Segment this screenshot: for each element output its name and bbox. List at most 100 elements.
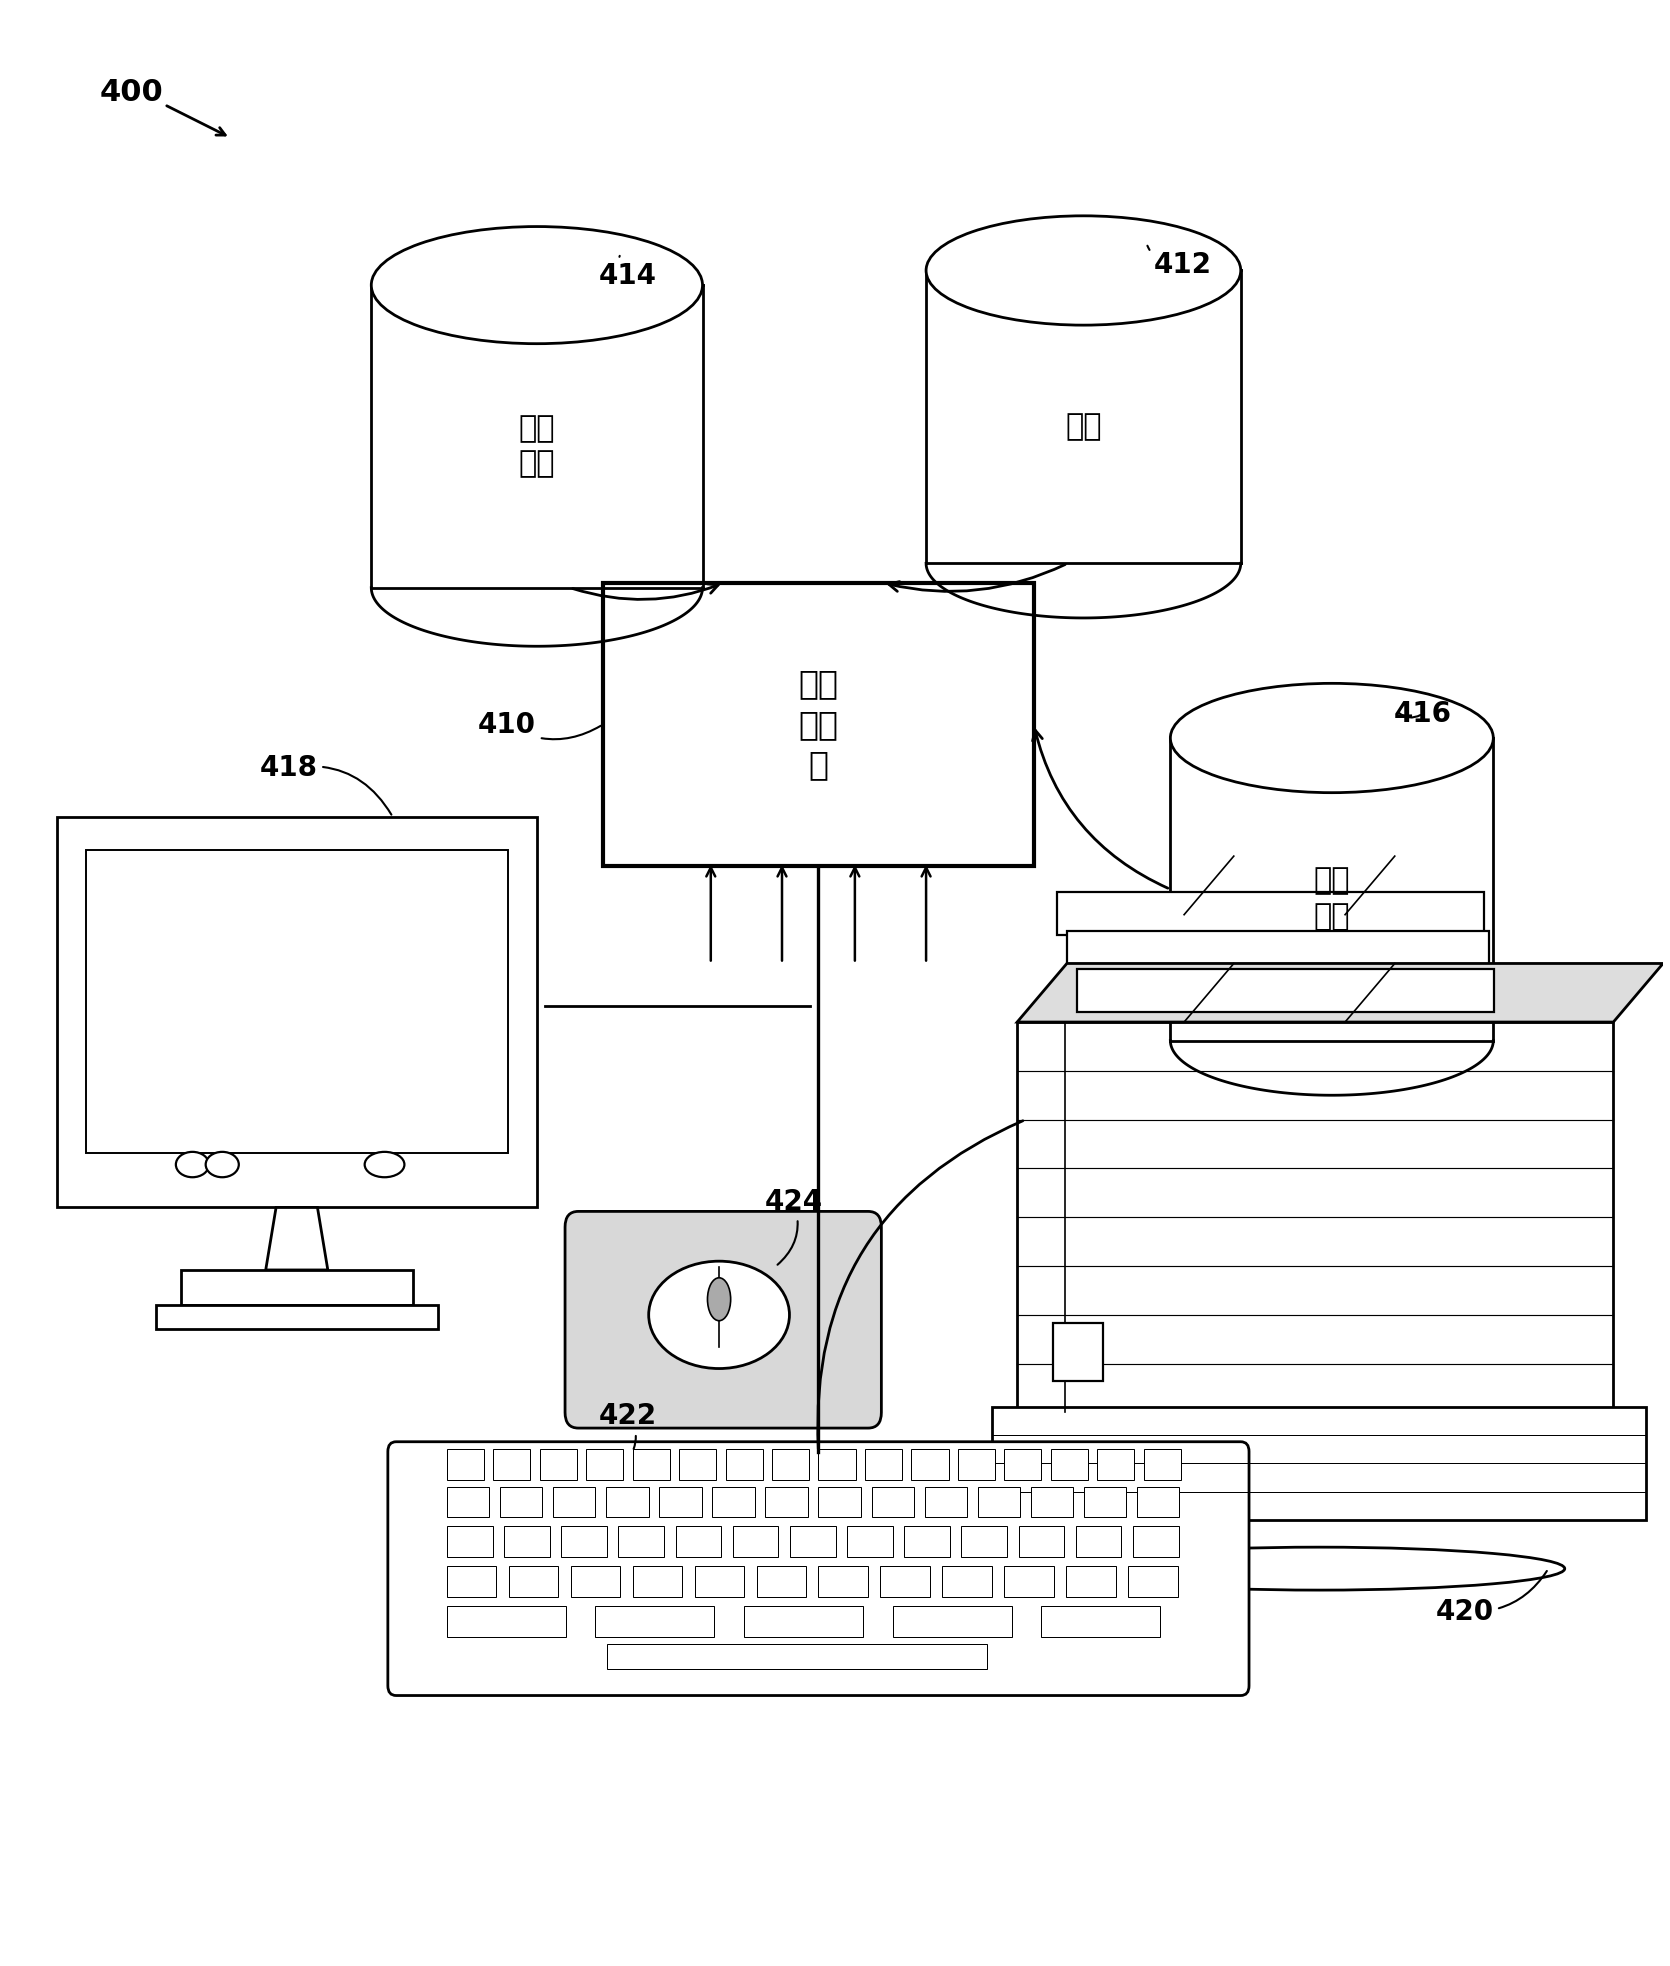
Bar bbox=[596, 1606, 715, 1636]
Bar bbox=[371, 285, 703, 588]
Bar bbox=[818, 1567, 868, 1596]
Bar bbox=[493, 1449, 531, 1480]
Bar bbox=[1097, 1449, 1134, 1480]
Ellipse shape bbox=[1171, 684, 1493, 792]
Ellipse shape bbox=[1074, 1547, 1565, 1590]
Text: 系统
计算
机: 系统 计算 机 bbox=[798, 666, 838, 782]
Ellipse shape bbox=[927, 216, 1241, 324]
Bar bbox=[1042, 1606, 1161, 1636]
Bar bbox=[155, 1305, 438, 1329]
Bar bbox=[1050, 1449, 1087, 1480]
Bar bbox=[1144, 1449, 1181, 1480]
Text: 程序
存储: 程序 存储 bbox=[519, 413, 554, 478]
Text: 420: 420 bbox=[1435, 1571, 1546, 1626]
Bar bbox=[865, 1449, 902, 1480]
Bar bbox=[1067, 930, 1490, 973]
Bar bbox=[903, 1526, 950, 1557]
Bar bbox=[733, 1526, 778, 1557]
Bar bbox=[448, 1606, 566, 1636]
Text: 数据: 数据 bbox=[1065, 413, 1102, 440]
Bar bbox=[680, 1449, 716, 1480]
Text: 418: 418 bbox=[259, 755, 391, 814]
Bar bbox=[1137, 1486, 1179, 1518]
Bar bbox=[992, 1406, 1647, 1520]
Bar bbox=[1004, 1567, 1054, 1596]
Polygon shape bbox=[1017, 963, 1663, 1022]
Bar bbox=[912, 1449, 949, 1480]
Bar bbox=[1132, 1526, 1179, 1557]
Bar bbox=[893, 1606, 1012, 1636]
Bar bbox=[1004, 1449, 1042, 1480]
Bar bbox=[765, 1486, 808, 1518]
Bar bbox=[618, 1526, 665, 1557]
Ellipse shape bbox=[205, 1152, 239, 1178]
Text: 424: 424 bbox=[765, 1187, 823, 1264]
Bar bbox=[660, 1486, 701, 1518]
Bar bbox=[1075, 1526, 1122, 1557]
Bar bbox=[571, 1567, 620, 1596]
Bar bbox=[1171, 737, 1493, 1040]
Bar bbox=[959, 1449, 995, 1480]
Bar bbox=[539, 1449, 576, 1480]
Bar bbox=[1129, 1567, 1177, 1596]
Bar bbox=[1077, 969, 1495, 1012]
Bar bbox=[504, 1526, 549, 1557]
Bar bbox=[977, 1486, 1020, 1518]
Bar bbox=[880, 1567, 930, 1596]
Text: 412: 412 bbox=[1147, 246, 1212, 279]
Bar bbox=[553, 1486, 596, 1518]
Bar bbox=[1030, 1486, 1074, 1518]
Bar bbox=[1065, 1567, 1116, 1596]
Bar bbox=[772, 1449, 810, 1480]
Bar bbox=[1019, 1526, 1064, 1557]
Ellipse shape bbox=[708, 1278, 731, 1321]
Bar bbox=[675, 1526, 721, 1557]
Bar bbox=[448, 1486, 489, 1518]
Bar bbox=[745, 1606, 863, 1636]
Text: 410: 410 bbox=[478, 712, 601, 739]
Bar bbox=[603, 582, 1034, 865]
Bar bbox=[606, 1486, 648, 1518]
Bar bbox=[790, 1526, 835, 1557]
Bar bbox=[633, 1567, 681, 1596]
Bar bbox=[1057, 893, 1485, 936]
Bar bbox=[1084, 1486, 1126, 1518]
Bar bbox=[757, 1567, 807, 1596]
Bar bbox=[942, 1567, 992, 1596]
Bar bbox=[57, 818, 536, 1207]
Bar bbox=[633, 1449, 670, 1480]
Bar bbox=[818, 1486, 862, 1518]
Bar bbox=[448, 1567, 496, 1596]
Bar bbox=[499, 1486, 543, 1518]
Bar bbox=[85, 849, 508, 1152]
Bar bbox=[448, 1526, 493, 1557]
Bar bbox=[872, 1486, 913, 1518]
Bar bbox=[1054, 1323, 1102, 1382]
Text: 414: 414 bbox=[600, 256, 656, 291]
Bar bbox=[608, 1644, 987, 1669]
Ellipse shape bbox=[371, 226, 703, 344]
Bar bbox=[847, 1526, 893, 1557]
Bar bbox=[818, 1449, 855, 1480]
Ellipse shape bbox=[648, 1260, 790, 1368]
Bar bbox=[180, 1270, 412, 1305]
Text: 400: 400 bbox=[99, 79, 164, 108]
Ellipse shape bbox=[175, 1152, 209, 1178]
Bar bbox=[713, 1486, 755, 1518]
Text: 分析
结果: 分析 结果 bbox=[1314, 867, 1349, 932]
Text: 422: 422 bbox=[600, 1402, 656, 1449]
FancyBboxPatch shape bbox=[564, 1211, 882, 1427]
Bar bbox=[561, 1526, 606, 1557]
Bar bbox=[927, 271, 1241, 564]
Bar bbox=[962, 1526, 1007, 1557]
Bar bbox=[509, 1567, 558, 1596]
Ellipse shape bbox=[364, 1152, 404, 1178]
Bar bbox=[1017, 1022, 1613, 1412]
Bar bbox=[925, 1486, 967, 1518]
Text: 416: 416 bbox=[1394, 700, 1451, 727]
Bar bbox=[725, 1449, 763, 1480]
Bar bbox=[586, 1449, 623, 1480]
Bar bbox=[448, 1449, 484, 1480]
Polygon shape bbox=[266, 1207, 327, 1270]
FancyBboxPatch shape bbox=[387, 1441, 1249, 1695]
